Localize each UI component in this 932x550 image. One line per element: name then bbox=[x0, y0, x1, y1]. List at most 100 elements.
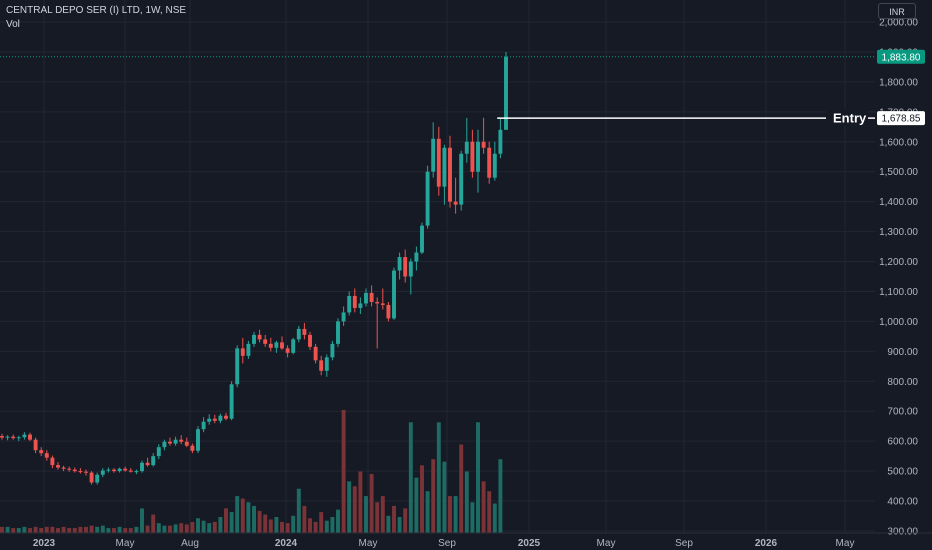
volume-bar bbox=[291, 515, 296, 533]
volume-bar bbox=[196, 518, 200, 533]
volume-bar bbox=[459, 444, 464, 533]
currency-button[interactable]: INR bbox=[878, 3, 916, 19]
candle-body bbox=[324, 357, 329, 371]
volume-bar bbox=[442, 461, 447, 533]
candle-body bbox=[229, 384, 234, 419]
x-tick-label: May bbox=[359, 538, 378, 549]
volume-bar bbox=[28, 528, 32, 533]
candle-body bbox=[89, 472, 94, 483]
volume-bar bbox=[436, 422, 441, 533]
volume-bar bbox=[84, 526, 88, 533]
candle-body bbox=[386, 304, 391, 319]
candle-body bbox=[16, 437, 21, 439]
candle-body bbox=[268, 343, 273, 348]
volume-bar bbox=[448, 496, 452, 533]
y-tick-label: 900.00 bbox=[887, 347, 918, 358]
entry-price-badge-text: 1,678.85 bbox=[882, 114, 921, 125]
volume-bar bbox=[464, 471, 469, 533]
candle-body bbox=[218, 415, 223, 421]
candle-body bbox=[375, 301, 380, 304]
candle-body bbox=[173, 439, 178, 444]
y-tick-label: 700.00 bbox=[887, 407, 918, 418]
volume-bar bbox=[11, 528, 16, 533]
candle-body bbox=[11, 436, 16, 439]
y-tick-label: 1,500.00 bbox=[879, 167, 918, 178]
candle-body bbox=[246, 343, 251, 356]
volume-bar bbox=[44, 526, 49, 533]
candle-body bbox=[5, 436, 10, 438]
candle-body bbox=[44, 453, 49, 458]
candle-body bbox=[464, 141, 469, 154]
volume-bar bbox=[168, 525, 172, 533]
volume-bar bbox=[190, 521, 195, 533]
volume-bar bbox=[408, 422, 413, 533]
x-tick-label: Aug bbox=[181, 538, 199, 549]
x-tick-label: 2026 bbox=[755, 538, 778, 549]
time-axis[interactable]: 2023 May Aug 2024 May Sep 2025 May Sep 2026 May bbox=[0, 532, 932, 549]
candle-body bbox=[123, 468, 128, 471]
volume-bar bbox=[229, 512, 234, 533]
symbol-title[interactable]: CENTRAL DEPO SER (I) LTD, 1W, NSE bbox=[6, 5, 187, 16]
volume-bar bbox=[145, 525, 150, 533]
volume-bar bbox=[140, 508, 144, 533]
entry-label-bg bbox=[826, 110, 868, 127]
volume-indicator-label[interactable]: Vol bbox=[6, 19, 20, 30]
volume-bar bbox=[50, 526, 55, 533]
candle-body bbox=[156, 447, 161, 457]
candle-body bbox=[39, 450, 44, 454]
candle-body bbox=[313, 346, 318, 361]
candlesticks bbox=[0, 51, 508, 485]
volume-bar bbox=[403, 508, 408, 533]
candle-body bbox=[291, 339, 296, 353]
volume-bar bbox=[453, 496, 458, 533]
volume-bar bbox=[39, 528, 44, 533]
candle-body bbox=[100, 470, 105, 475]
entry-line[interactable]: Entry bbox=[497, 110, 875, 127]
candle-body bbox=[487, 147, 492, 178]
candle-body bbox=[448, 147, 452, 202]
candle-body bbox=[252, 334, 256, 344]
volume-bar bbox=[386, 515, 391, 533]
candle-body bbox=[302, 328, 307, 335]
volume-bar bbox=[487, 491, 492, 533]
volume-bar bbox=[420, 465, 424, 533]
price-axis[interactable]: 300.00 400.00 500.00 600.00 700.00 800.00 900.… bbox=[879, 18, 918, 538]
candle-body bbox=[95, 474, 100, 483]
candle-body bbox=[319, 360, 324, 371]
y-tick-label: 500.00 bbox=[887, 467, 918, 478]
candle-body bbox=[352, 295, 357, 308]
volume-bar bbox=[224, 508, 228, 533]
candle-body bbox=[408, 261, 413, 277]
candle-body bbox=[453, 201, 458, 205]
volume-bar bbox=[22, 526, 27, 533]
volume-bar bbox=[100, 525, 105, 533]
candle-body bbox=[498, 129, 503, 154]
volume-bar bbox=[16, 528, 21, 533]
candle-body bbox=[470, 141, 475, 172]
chart-header: CENTRAL DEPO SER (I) LTD, 1W, NSE Vol bbox=[6, 4, 186, 32]
volume-bar bbox=[352, 486, 357, 533]
candle-body bbox=[72, 469, 77, 472]
volume-bar bbox=[95, 526, 100, 533]
volume-bar bbox=[151, 514, 156, 533]
candle-body bbox=[201, 421, 206, 430]
volume-bar bbox=[280, 521, 284, 533]
candle-body bbox=[459, 153, 464, 205]
candle-body bbox=[112, 469, 116, 472]
volume-bar bbox=[481, 481, 486, 533]
volume-bar bbox=[392, 505, 396, 533]
candle-body bbox=[106, 469, 111, 471]
candle-body bbox=[285, 348, 290, 353]
candle-body bbox=[28, 434, 32, 440]
x-tick-label: 2024 bbox=[275, 538, 298, 549]
volume-bar bbox=[235, 496, 240, 533]
entry-price-badge bbox=[877, 111, 925, 126]
candle-body bbox=[151, 456, 156, 466]
volume-bar bbox=[425, 491, 430, 533]
volume-bar bbox=[369, 473, 374, 533]
candle-body bbox=[425, 171, 430, 226]
volume-bar bbox=[358, 471, 363, 533]
candle-body bbox=[504, 56, 508, 130]
volume-bar bbox=[414, 477, 419, 533]
